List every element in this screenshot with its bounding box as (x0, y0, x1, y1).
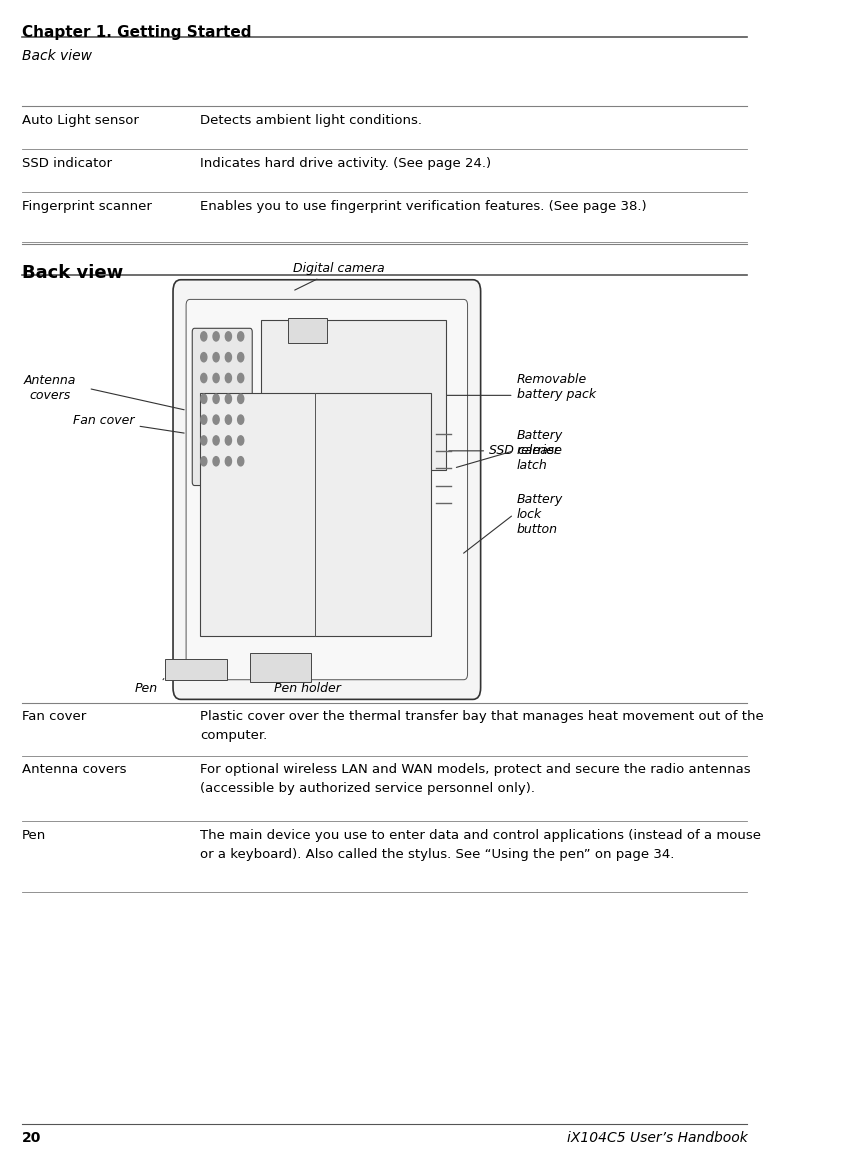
Circle shape (238, 373, 244, 383)
Circle shape (238, 457, 244, 466)
Text: Removable
battery pack: Removable battery pack (517, 373, 596, 401)
Circle shape (201, 457, 207, 466)
Text: Indicates hard drive activity. (See page 24.): Indicates hard drive activity. (See page… (200, 157, 491, 170)
Bar (250, 653, 312, 682)
FancyBboxPatch shape (186, 299, 468, 680)
Circle shape (225, 436, 231, 445)
Circle shape (213, 415, 219, 424)
FancyBboxPatch shape (192, 328, 252, 486)
Circle shape (238, 353, 244, 362)
Circle shape (213, 353, 219, 362)
Circle shape (225, 394, 231, 403)
FancyBboxPatch shape (173, 280, 480, 699)
Text: Fan cover: Fan cover (73, 414, 184, 434)
Circle shape (238, 415, 244, 424)
Text: Pen holder: Pen holder (274, 682, 341, 695)
Text: Antenna
covers: Antenna covers (24, 375, 76, 402)
Circle shape (201, 394, 207, 403)
Circle shape (213, 332, 219, 341)
Text: Pen: Pen (21, 829, 46, 842)
Circle shape (238, 332, 244, 341)
Circle shape (213, 373, 219, 383)
Circle shape (201, 332, 207, 341)
Text: Auto Light sensor: Auto Light sensor (21, 114, 138, 127)
Circle shape (213, 457, 219, 466)
Circle shape (225, 373, 231, 383)
Bar (165, 659, 227, 680)
Text: Plastic cover over the thermal transfer bay that manages heat movement out of th: Plastic cover over the thermal transfer … (200, 710, 764, 742)
Bar (288, 318, 327, 343)
Circle shape (213, 394, 219, 403)
Text: Back view: Back view (21, 264, 123, 282)
Text: Pen: Pen (135, 682, 158, 695)
Circle shape (225, 332, 231, 341)
Text: The main device you use to enter data and control applications (instead of a mou: The main device you use to enter data an… (200, 829, 761, 861)
Text: Back view: Back view (21, 49, 91, 62)
Circle shape (201, 373, 207, 383)
Text: SSD carrier: SSD carrier (449, 444, 559, 458)
Text: Chapter 1. Getting Started: Chapter 1. Getting Started (21, 25, 251, 40)
Text: iX104C5 User’s Handbook: iX104C5 User’s Handbook (567, 1131, 747, 1144)
Circle shape (201, 436, 207, 445)
Text: SSD indicator: SSD indicator (21, 157, 112, 170)
Text: Enables you to use fingerprint verification features. (See page 38.): Enables you to use fingerprint verificat… (200, 200, 646, 213)
Text: 20: 20 (21, 1131, 41, 1144)
Text: Antenna covers: Antenna covers (21, 763, 126, 776)
Text: Fan cover: Fan cover (21, 710, 86, 722)
Text: Digital camera: Digital camera (292, 262, 385, 290)
Text: Detects ambient light conditions.: Detects ambient light conditions. (200, 114, 422, 127)
Circle shape (225, 457, 231, 466)
Text: Fingerprint scanner: Fingerprint scanner (21, 200, 152, 213)
Circle shape (201, 353, 207, 362)
Circle shape (238, 436, 244, 445)
Circle shape (238, 394, 244, 403)
Bar (262, 320, 446, 470)
Text: Battery
release
latch: Battery release latch (517, 429, 563, 473)
Bar (200, 393, 430, 636)
Text: Battery
lock
button: Battery lock button (517, 492, 563, 536)
Circle shape (225, 415, 231, 424)
Circle shape (201, 415, 207, 424)
Circle shape (213, 436, 219, 445)
Text: For optional wireless LAN and WAN models, protect and secure the radio antennas
: For optional wireless LAN and WAN models… (200, 763, 750, 795)
Circle shape (225, 353, 231, 362)
